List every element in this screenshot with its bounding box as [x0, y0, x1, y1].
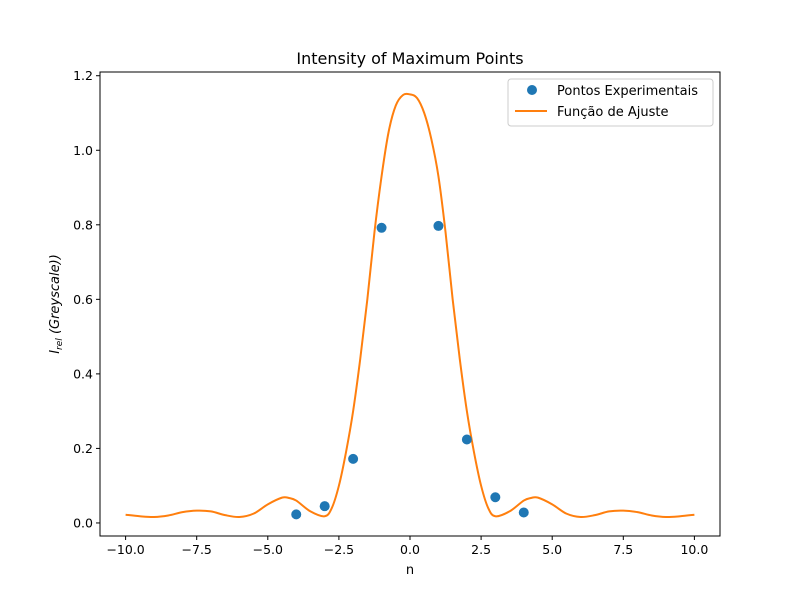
y-tick-label: 0.0 [73, 515, 93, 530]
scatter-point [490, 492, 501, 503]
y-axis-label-subscript: rel [55, 338, 65, 350]
x-axis-label: n [406, 563, 414, 578]
y-axis-ticks: 0.0 0.2 0.4 0.6 0.8 1.0 1.2 [73, 68, 100, 530]
x-tick-label: 7.5 [613, 542, 633, 557]
x-axis-ticks: −10.0 −7.5 −5.0 −2.5 0.0 2.5 5.0 7.5 10.0 [106, 536, 708, 557]
legend-label-fit: Função de Ajuste [557, 105, 668, 120]
plot-area [125, 92, 695, 520]
scatter-points-layer [291, 220, 529, 520]
scatter-point [433, 220, 444, 231]
x-tick-label: −10.0 [106, 542, 144, 557]
x-tick-label: 10.0 [680, 542, 708, 557]
legend-marker-points [527, 85, 537, 95]
fit-curve-layer [125, 92, 695, 519]
fit-curve-line [125, 92, 695, 519]
x-tick-label: 2.5 [471, 542, 491, 557]
y-axis-label-suffix: (Greyscale)) [48, 254, 63, 338]
y-axis-label-base: I [48, 350, 63, 354]
x-tick-label: −5.0 [253, 542, 283, 557]
y-tick-label: 1.2 [73, 68, 93, 83]
scatter-point [518, 507, 529, 518]
y-tick-label: 0.4 [73, 366, 93, 381]
scatter-point [376, 222, 387, 233]
x-tick-label: 5.0 [542, 542, 562, 557]
y-tick-label: 1.0 [73, 143, 93, 158]
scatter-point [291, 509, 302, 520]
y-tick-label: 0.6 [73, 292, 93, 307]
x-tick-label: −7.5 [182, 542, 212, 557]
scatter-point [319, 501, 330, 512]
scatter-point [461, 434, 472, 445]
legend-box [507, 78, 714, 127]
y-tick-label: 0.8 [73, 217, 93, 232]
y-tick-label: 0.2 [73, 441, 93, 456]
y-axis-label: Irel (Greyscale)) [48, 254, 65, 354]
x-tick-label: 0.0 [400, 542, 420, 557]
legend: Pontos Experimentais Função de Ajuste [507, 78, 714, 127]
legend-label-points: Pontos Experimentais [557, 84, 698, 99]
scatter-point [348, 453, 359, 464]
chart-title: Intensity of Maximum Points [296, 49, 523, 68]
x-tick-label: −2.5 [324, 542, 354, 557]
